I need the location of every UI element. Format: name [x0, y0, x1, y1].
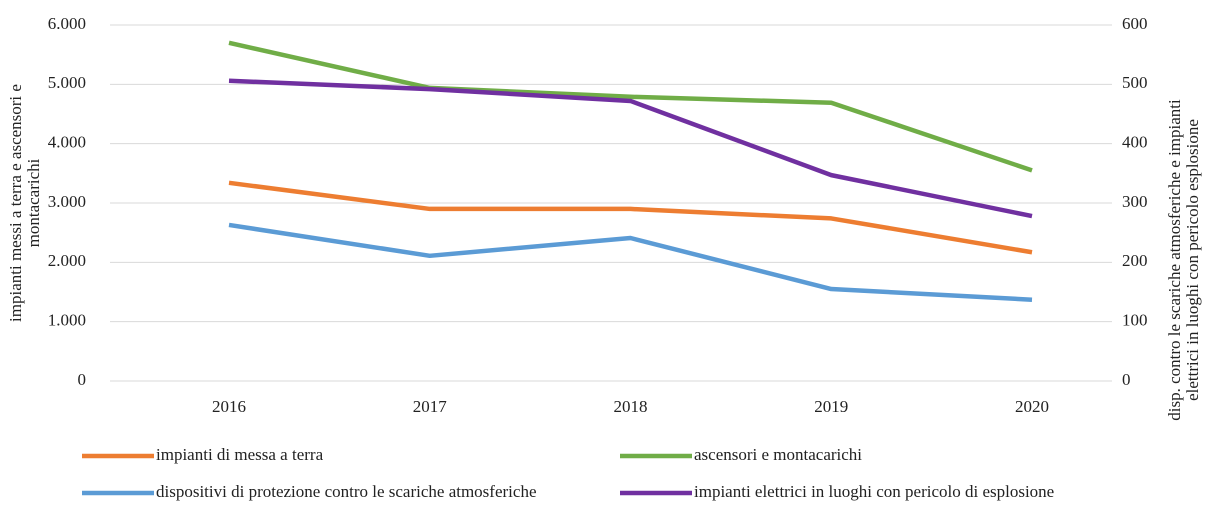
legend-label: ascensori e montacarichi — [694, 445, 862, 464]
y2-tick-label: 500 — [1122, 73, 1148, 92]
y2-axis-title-line: elettrici in luoghi con pericolo esplosi… — [1183, 119, 1202, 401]
y-axis-title: impianti messi a terra e ascensori emont… — [6, 84, 43, 322]
y-tick-label: 5.000 — [48, 73, 86, 92]
y-tick-label: 1.000 — [48, 311, 86, 330]
y-tick-label: 3.000 — [48, 192, 86, 211]
y2-tick-label: 300 — [1122, 192, 1148, 211]
series-line — [228, 180, 1033, 255]
series-line — [228, 78, 1033, 219]
y-axis-title-line: impianti messi a terra e ascensori e — [6, 84, 25, 322]
y-tick-label: 6.000 — [48, 14, 86, 33]
x-tick-label: 2020 — [1015, 397, 1049, 416]
y2-tick-label: 0 — [1122, 370, 1131, 389]
y-tick-label: 2.000 — [48, 251, 86, 270]
x-tick-label: 2019 — [814, 397, 848, 416]
y-tick-label: 0 — [78, 370, 87, 389]
series-line — [228, 40, 1033, 173]
y-tick-label: 4.000 — [48, 133, 86, 152]
y2-tick-label: 400 — [1122, 133, 1148, 152]
y2-tick-label: 100 — [1122, 311, 1148, 330]
y2-axis-title-line: disp. contro le scariche atmosferiche e … — [1165, 99, 1184, 421]
legend-label: dispositivi di protezione contro le scar… — [156, 482, 536, 501]
legend-label: impianti di messa a terra — [156, 445, 324, 464]
y-axis-title-line: montacarichi — [24, 158, 43, 247]
x-tick-label: 2018 — [614, 397, 648, 416]
x-tick-label: 2017 — [413, 397, 448, 416]
series-line — [228, 222, 1033, 302]
legend-label: impianti elettrici in luoghi con pericol… — [694, 482, 1054, 501]
y2-tick-label: 200 — [1122, 251, 1148, 270]
y2-axis-title: disp. contro le scariche atmosferiche e … — [1165, 99, 1202, 421]
x-tick-label: 2016 — [212, 397, 246, 416]
y2-tick-label: 600 — [1122, 14, 1148, 33]
